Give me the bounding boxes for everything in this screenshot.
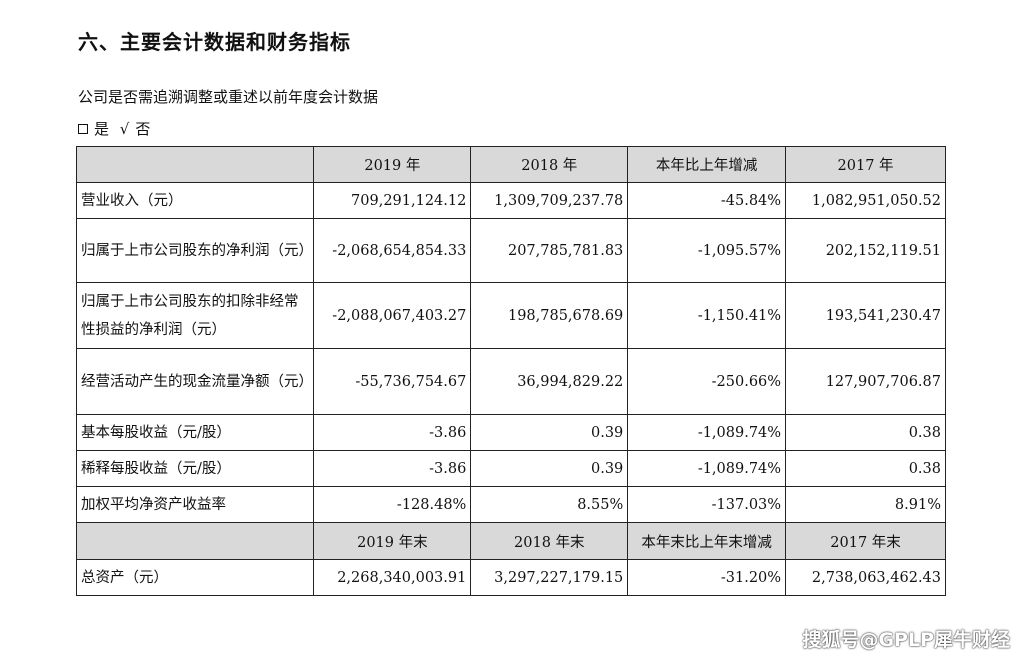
value-cell: -3.86 (313, 450, 472, 487)
header-cell: 2018 年末 (470, 522, 629, 560)
table-row: 归属于上市公司股东的净利润（元） -2,068,654,854.33 207,7… (75, 218, 946, 283)
header-cell (75, 146, 315, 183)
table-row: 总资产（元） 2,268,340,003.91 3,297,227,179.15… (75, 559, 946, 596)
value-cell: -1,089.74% (627, 414, 787, 451)
value-cell: 8.91% (785, 486, 946, 523)
value-cell: -1,095.57% (627, 218, 787, 283)
table-header-row: 2019 年 2018 年 本年比上年增减 2017 年 (75, 146, 946, 183)
row-label: 营业收入（元） (75, 182, 315, 219)
table-row: 稀释每股收益（元/股） -3.86 0.39 -1,089.74% 0.38 (75, 450, 946, 487)
value-cell: -3.86 (313, 414, 472, 451)
value-cell: 202,152,119.51 (785, 218, 946, 283)
value-cell: 0.38 (785, 414, 946, 451)
header-cell: 2017 年 (785, 146, 946, 183)
watermark: 搜狐号@GPLP犀牛财经 (802, 629, 1010, 651)
value-cell: 198,785,678.69 (470, 282, 629, 349)
option-no-label: 否 (135, 120, 151, 138)
value-cell: -31.20% (627, 559, 787, 596)
row-label: 总资产（元） (75, 559, 315, 596)
header-cell: 本年比上年增减 (627, 146, 787, 183)
restatement-question: 公司是否需追溯调整或重述以前年度会计数据 (78, 88, 379, 106)
row-label: 基本每股收益（元/股） (75, 414, 315, 451)
table-row: 经营活动产生的现金流量净额（元） -55,736,754.67 36,994,8… (75, 348, 946, 415)
checkbox-empty-icon (78, 124, 88, 134)
value-cell: -137.03% (627, 486, 787, 523)
row-label: 经营活动产生的现金流量净额（元） (75, 348, 315, 415)
value-cell: 0.39 (470, 450, 629, 487)
check-mark-icon: √ (119, 120, 130, 138)
value-cell: -45.84% (627, 182, 787, 219)
table-row: 基本每股收益（元/股） -3.86 0.39 -1,089.74% 0.38 (75, 414, 946, 451)
row-label: 归属于上市公司股东的净利润（元） (75, 218, 315, 283)
row-label: 稀释每股收益（元/股） (75, 450, 315, 487)
table-row: 归属于上市公司股东的扣除非经常性损益的净利润（元） -2,088,067,403… (75, 282, 946, 349)
header-cell: 2019 年末 (313, 522, 472, 560)
value-cell: -1,150.41% (627, 282, 787, 349)
value-cell: 8.55% (470, 486, 629, 523)
header-cell: 2019 年 (313, 146, 472, 183)
table-row: 营业收入（元） 709,291,124.12 1,309,709,237.78 … (75, 182, 946, 219)
value-cell: 1,082,951,050.52 (785, 182, 946, 219)
value-cell: 3,297,227,179.15 (470, 559, 629, 596)
value-cell: 0.38 (785, 450, 946, 487)
header-cell: 本年末比上年末增减 (627, 522, 787, 560)
row-label: 加权平均净资产收益率 (75, 486, 315, 523)
financial-data-table: 2019 年 2018 年 本年比上年增减 2017 年 营业收入（元） 709… (75, 146, 946, 596)
value-cell: 2,738,063,462.43 (785, 559, 946, 596)
value-cell: -128.48% (313, 486, 472, 523)
value-cell: 1,309,709,237.78 (470, 182, 629, 219)
value-cell: -250.66% (627, 348, 787, 415)
option-yes-label: 是 (94, 120, 110, 138)
restatement-options: 是 √ 否 (78, 118, 156, 139)
row-label: 归属于上市公司股东的扣除非经常性损益的净利润（元） (75, 282, 315, 349)
header-cell: 2017 年末 (785, 522, 946, 560)
header-cell: 2018 年 (470, 146, 629, 183)
header-cell (75, 522, 315, 560)
section-title: 六、主要会计数据和财务指标 (78, 30, 351, 54)
value-cell: -2,068,654,854.33 (313, 218, 472, 283)
value-cell: 127,907,706.87 (785, 348, 946, 415)
value-cell: -1,089.74% (627, 450, 787, 487)
value-cell: 207,785,781.83 (470, 218, 629, 283)
table-subheader-row: 2019 年末 2018 年末 本年末比上年末增减 2017 年末 (75, 522, 946, 560)
value-cell: 0.39 (470, 414, 629, 451)
value-cell: 193,541,230.47 (785, 282, 946, 349)
value-cell: -55,736,754.67 (313, 348, 472, 415)
value-cell: -2,088,067,403.27 (313, 282, 472, 349)
value-cell: 709,291,124.12 (313, 182, 472, 219)
value-cell: 36,994,829.22 (470, 348, 629, 415)
table-row: 加权平均净资产收益率 -128.48% 8.55% -137.03% 8.91% (75, 486, 946, 523)
value-cell: 2,268,340,003.91 (313, 559, 472, 596)
